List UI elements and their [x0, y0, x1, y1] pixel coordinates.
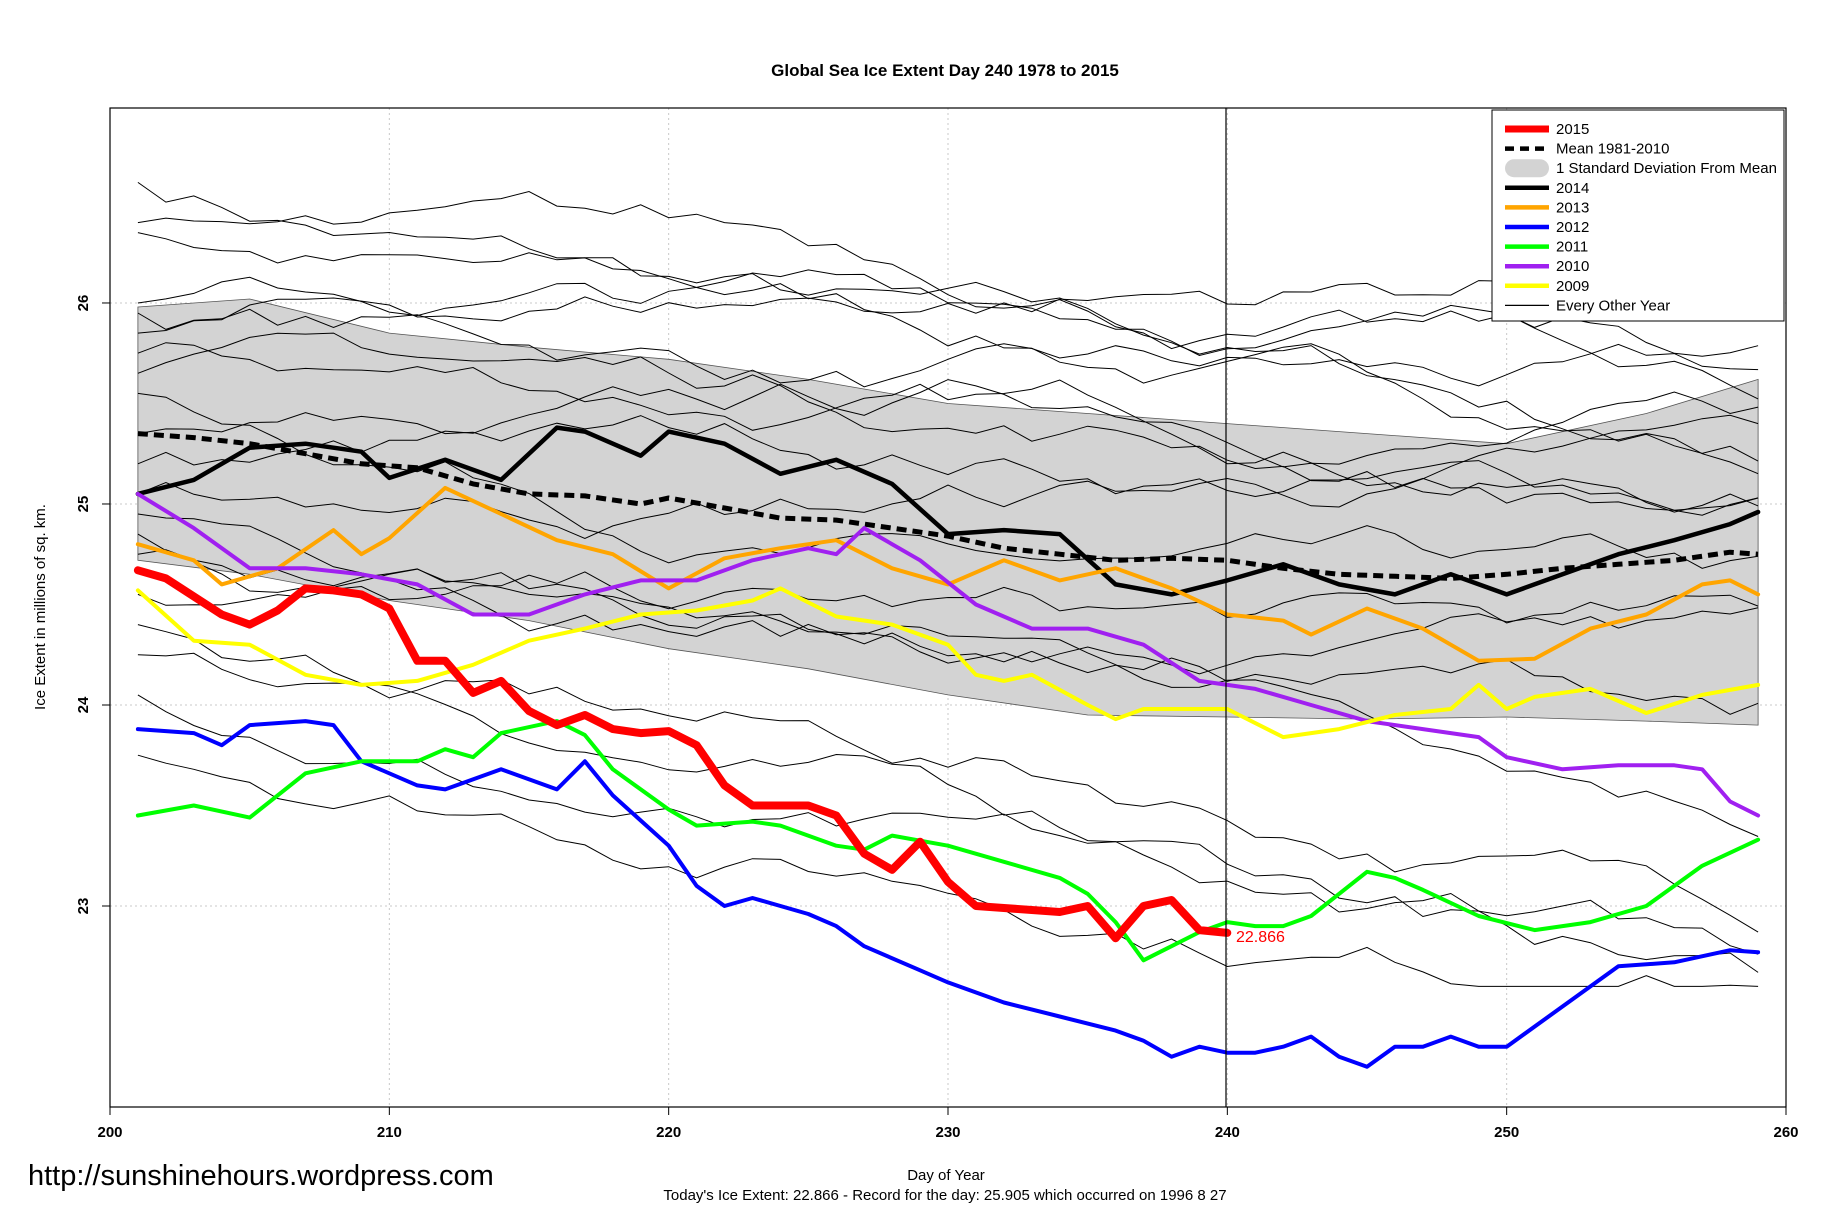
other-year-line [137, 232, 1759, 462]
x-axis: 200 210 220 230 240 250 260 [97, 1107, 1799, 1141]
legend-label: 2009 [1556, 278, 1589, 295]
other-year-line [137, 414, 1759, 539]
y-tick-label: 26 [75, 295, 92, 312]
legend-label: 2015 [1556, 121, 1589, 138]
legend-label: 2013 [1556, 199, 1589, 216]
x-tick-label: 210 [377, 1124, 402, 1141]
x-tick-label: 260 [1773, 1124, 1798, 1141]
legend-label: 2014 [1556, 180, 1589, 197]
chart-title: Global Sea Ice Extent Day 240 1978 to 20… [771, 61, 1119, 80]
other-year-line [137, 624, 1759, 973]
series-layer [133, 425, 1761, 1069]
y-axis: 23 24 25 26 [75, 295, 110, 915]
x-tick-label: 250 [1494, 1124, 1519, 1141]
other-year-line [137, 571, 1759, 624]
series-line-2015 [133, 566, 1232, 943]
other-year-line [137, 280, 1759, 334]
other-year-line [137, 269, 1759, 400]
other-year-line [137, 308, 1759, 388]
y-tick-label: 23 [75, 898, 92, 915]
other-year-line [137, 412, 1759, 511]
legend-label: 2011 [1556, 239, 1588, 256]
other-year-line [137, 342, 1759, 513]
other-year-line [137, 652, 1759, 933]
legend-label: 2010 [1556, 258, 1589, 275]
series-line-2010 [135, 491, 1761, 818]
legend-label: Mean 1981-2010 [1556, 141, 1669, 158]
legend-swatch-band [1505, 159, 1549, 178]
legend-label: 1 Standard Deviation From Mean [1556, 160, 1777, 177]
watermark-url: http://sunshinehours.wordpress.com [28, 1160, 494, 1192]
current-value-label: 22.866 [1236, 929, 1285, 946]
y-axis-label: Ice Extent in millions of sq. km. [32, 504, 49, 710]
y-tick-label: 25 [75, 496, 92, 513]
series-line-2012 [135, 719, 1761, 1069]
legend-label: Every Other Year [1556, 297, 1670, 314]
other-year-line [137, 181, 1759, 475]
series-line-2011 [135, 719, 1761, 963]
legend-label: 2012 [1556, 219, 1589, 236]
x-tick-label: 220 [656, 1124, 681, 1141]
other-year-line [137, 754, 1759, 987]
other-year-line [137, 513, 1759, 675]
x-axis-label: Day of Year [907, 1167, 985, 1184]
footer-text: Today's Ice Extent: 22.866 - Record for … [663, 1187, 1226, 1204]
x-tick-label: 230 [935, 1124, 960, 1141]
legend: 2015 Mean 1981-2010 1 Standard Deviation F… [1491, 109, 1785, 322]
other-year-line [137, 190, 1759, 357]
other-year-line [137, 379, 1759, 468]
y-tick-label: 24 [75, 696, 92, 713]
x-tick-label: 200 [97, 1124, 122, 1141]
other-year-line [137, 332, 1759, 516]
series-line-2014 [135, 425, 1761, 597]
x-tick-label: 240 [1215, 1124, 1240, 1141]
